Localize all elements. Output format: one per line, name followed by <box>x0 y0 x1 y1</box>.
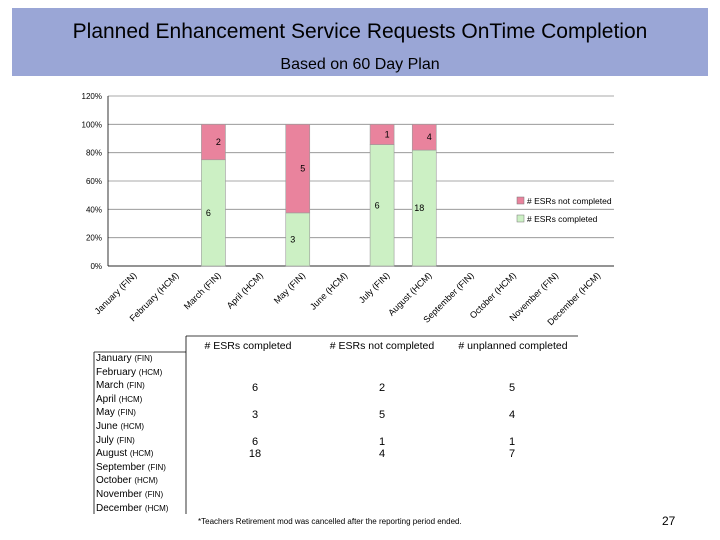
month-name: October <box>96 475 135 487</box>
cell-march-completed: 6 <box>251 382 259 394</box>
legend-swatch <box>516 196 525 205</box>
bar-not-completed <box>285 124 311 214</box>
bar-not-completed <box>411 124 437 151</box>
bar-not-completed <box>201 124 226 161</box>
system-code: (HCM) <box>120 422 145 431</box>
table-row-month: June (HCM) <box>96 420 144 434</box>
table-row-month: April (HCM) <box>96 393 142 407</box>
y-tick-label: 80% <box>86 149 102 158</box>
cell-may-completed: 3 <box>251 409 259 421</box>
table-row-month: January (FIN) <box>96 352 153 366</box>
y-tick-label: 40% <box>86 205 102 214</box>
data-label-not-completed: 5 <box>300 164 305 174</box>
table-header-unplanned: # unplanned completed <box>458 340 568 352</box>
data-label-not-completed: 1 <box>385 129 390 139</box>
page-title: Planned Enhancement Service Requests OnT… <box>72 20 648 43</box>
table-row-month: March (FIN) <box>96 379 145 393</box>
y-tick-label: 120% <box>82 92 102 101</box>
table-row-month: October (HCM) <box>96 474 158 488</box>
month-name: July <box>96 434 117 446</box>
system-code: (FIN) <box>144 490 164 499</box>
data-label-completed: 6 <box>206 208 211 218</box>
month-name: December <box>96 502 145 514</box>
legend-entry: # ESRs completed <box>527 214 598 224</box>
data-label-completed: 6 <box>375 200 380 210</box>
cell-jul-aug-not-completed: 1 4 <box>378 436 386 460</box>
month-name: August <box>96 448 130 460</box>
table-row-month: November (FIN) <box>96 488 163 502</box>
page-subtitle: Based on 60 Day Plan <box>280 56 440 73</box>
month-name: June <box>96 421 121 432</box>
cell-march-not-completed: 2 <box>378 382 386 394</box>
table-row-month: July (FIN) <box>96 434 135 448</box>
bar-completed <box>369 144 395 267</box>
data-label-not-completed: 4 <box>427 132 432 142</box>
month-name: January <box>96 353 135 364</box>
cell-march-unplanned: 5 <box>508 382 516 394</box>
system-code: (FIN) <box>126 381 145 391</box>
system-code: (FIN) <box>117 408 136 418</box>
page-number: 27 <box>662 514 676 528</box>
table-row-month: May (FIN) <box>96 406 136 420</box>
data-label-completed: 3 <box>290 234 295 244</box>
system-code: (HCM) <box>129 449 154 459</box>
system-code: (HCM) <box>118 394 143 404</box>
y-tick-label: 100% <box>82 120 102 129</box>
system-code: (HCM) <box>138 367 163 377</box>
data-label-not-completed: 2 <box>216 137 221 147</box>
system-code: (FIN) <box>147 462 166 472</box>
table-row-month: February (HCM) <box>96 366 162 380</box>
system-code: (FIN) <box>116 435 135 445</box>
legend-entry: # ESRs not completed <box>527 196 612 206</box>
data-label-completed: 18 <box>414 203 424 213</box>
table-row-month: August (HCM) <box>96 447 153 461</box>
legend-swatch <box>516 214 525 223</box>
month-name: November <box>96 489 145 500</box>
bar-completed <box>411 149 437 267</box>
y-tick-label: 60% <box>86 177 102 186</box>
cell-may-unplanned: 4 <box>508 409 516 421</box>
month-name: April <box>96 393 119 405</box>
cell-jul-aug-completed: 6 18 <box>248 436 262 460</box>
footnote: *Teachers Retirement mod was cancelled a… <box>198 517 462 526</box>
table-header-completed: # ESRs completed <box>204 340 292 352</box>
system-code: (HCM) <box>134 476 158 486</box>
title-band: Planned Enhancement Service Requests OnT… <box>12 8 708 76</box>
table-header-not-completed: # ESRs not completed <box>329 340 435 352</box>
y-tick-label: 0% <box>90 262 102 271</box>
cell-may-not-completed: 5 <box>378 409 386 421</box>
system-code: (FIN) <box>134 354 153 363</box>
y-tick-label: 20% <box>86 234 102 243</box>
month-name: September <box>96 461 148 473</box>
system-code: (HCM) <box>144 503 169 513</box>
bar-not-completed <box>369 124 395 145</box>
table-row-month: December (HCM) <box>96 502 168 516</box>
month-name: March <box>96 380 127 392</box>
cell-jul-aug-unplanned: 1 7 <box>508 436 516 460</box>
month-name: February <box>96 366 139 378</box>
month-name: May <box>96 407 118 419</box>
table-row-month: September (FIN) <box>96 461 166 475</box>
